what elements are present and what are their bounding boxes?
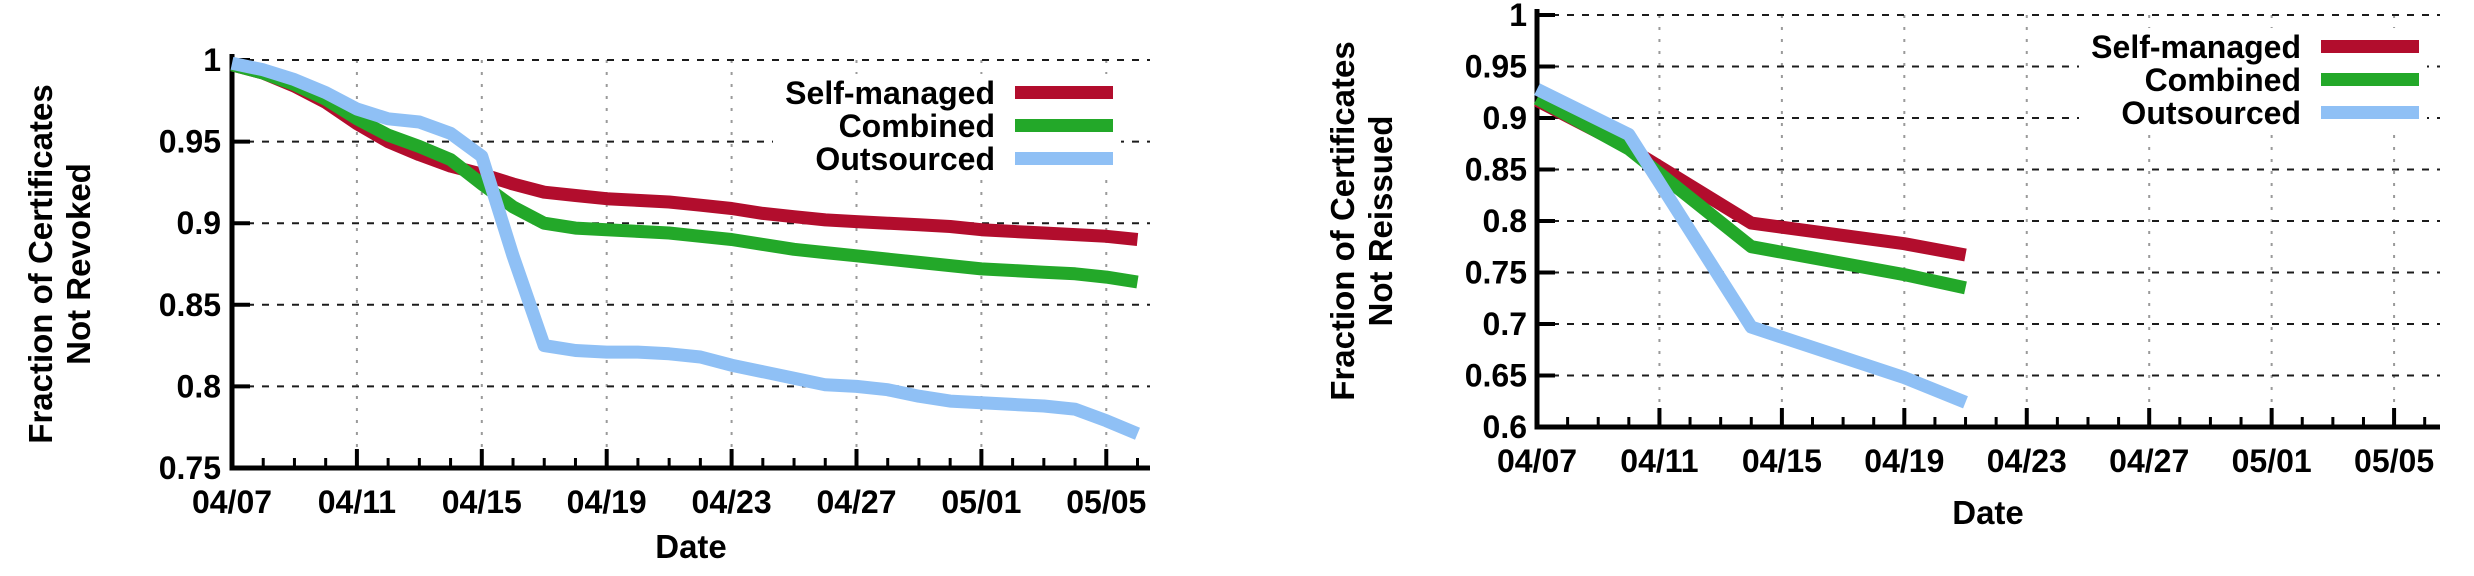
legend-row: Combined xyxy=(785,109,1113,142)
legend-chart-1: Self-managed Combined Outsourced xyxy=(2079,28,2427,131)
y-tick-label: 0.75 xyxy=(1465,255,1527,291)
y-tick-label: 0.9 xyxy=(177,205,221,241)
tick-labels: 0.75 0.8 0.85 0.9 0.95 1 04/07 04/11 04/15 04/19 0… xyxy=(159,42,1147,520)
y-axis-title-line1: Fraction of Certificates xyxy=(1324,41,1361,401)
legend-swatch-outsourced xyxy=(2321,106,2419,119)
y-tick-label: 0.95 xyxy=(1465,49,1527,85)
x-tick-label: 04/19 xyxy=(567,484,647,520)
legend-label-self-managed: Self-managed xyxy=(2091,28,2301,65)
x-tick-label: 04/07 xyxy=(192,484,272,520)
x-tick-label: 04/11 xyxy=(318,484,396,520)
legend-swatch-self-managed xyxy=(1015,86,1113,99)
x-tick-label: 05/01 xyxy=(941,484,1021,520)
y-axis-title: Fraction of Certificates Not Revoked xyxy=(22,84,98,443)
x-axis-ticks xyxy=(1566,408,2427,427)
x-tick-label: 05/05 xyxy=(2354,443,2434,479)
y-tick-label: 0.8 xyxy=(1483,203,1527,239)
x-tick-label: 04/27 xyxy=(816,484,896,520)
y-tick-label: 0.7 xyxy=(1483,306,1527,342)
axes xyxy=(229,54,1150,471)
chart-not-reissued: 0.6 0.65 0.7 0.75 0.8 0.85 0.9 0.95 1 04/07 04/11 0… xyxy=(1237,0,2474,576)
legend-label-combined: Combined xyxy=(2144,61,2301,98)
x-tick-label: 05/05 xyxy=(1066,484,1146,520)
x-tick-label: 05/01 xyxy=(2232,443,2312,479)
y-axis-title-line2: Not Reissued xyxy=(1362,115,1399,327)
series-lines xyxy=(230,56,1141,440)
y-tick-label: 0.85 xyxy=(159,287,221,323)
y-tick-label: 0.85 xyxy=(1465,152,1527,188)
x-tick-label: 04/11 xyxy=(1620,443,1698,479)
legend-swatch-combined xyxy=(1015,119,1113,132)
legend-swatch-outsourced xyxy=(1015,152,1113,165)
y-tick-label: 0.95 xyxy=(159,124,221,160)
x-tick-label: 04/27 xyxy=(2109,443,2189,479)
y-axis-ticks xyxy=(1537,13,1555,429)
chart-not-revoked: 0.75 0.8 0.85 0.9 0.95 1 04/07 04/11 04/15 04/19 0… xyxy=(22,42,1150,565)
x-axis-title: Date xyxy=(655,528,727,565)
legend-label-outsourced: Outsourced xyxy=(2121,94,2301,131)
legend-chart-0: Self-managed Combined Outsourced xyxy=(773,74,1121,177)
x-tick-label: 04/19 xyxy=(1864,443,1944,479)
x-axis-ticks xyxy=(261,449,1140,468)
legend-row: Outsourced xyxy=(785,142,1113,175)
legend-row: Self-managed xyxy=(785,76,1113,109)
line-combined xyxy=(230,58,1139,289)
legend-swatch-combined xyxy=(2321,73,2419,86)
plot-svg-1: 0.6 0.65 0.7 0.75 0.8 0.85 0.9 0.95 1 04/07 04/11 0… xyxy=(1465,0,2440,479)
y-tick-label: 0.65 xyxy=(1465,358,1527,394)
plot-svg-0: 0.75 0.8 0.85 0.9 0.95 1 04/07 04/11 04/15 04/19 0… xyxy=(159,42,1150,520)
line-outsourced xyxy=(1534,83,1968,409)
x-tick-label: 04/07 xyxy=(1497,443,1577,479)
y-tick-label: 0.75 xyxy=(159,450,221,486)
axes xyxy=(1534,9,2440,430)
series-lines xyxy=(1533,83,1968,409)
legend-label-outsourced: Outsourced xyxy=(815,140,995,177)
x-axis-title: Date xyxy=(1952,494,2024,531)
y-tick-label: 0.6 xyxy=(1483,409,1527,445)
legend-row: Self-managed xyxy=(2091,30,2419,63)
y-axis-title: Fraction of Certificates Not Reissued xyxy=(1324,41,1400,400)
tick-labels: 0.6 0.65 0.7 0.75 0.8 0.85 0.9 0.95 1 04/07 04/11 0… xyxy=(1465,0,2434,479)
x-tick-label: 04/15 xyxy=(1742,443,1822,479)
y-tick-label: 1 xyxy=(1509,0,1527,33)
y-tick-label: 0.8 xyxy=(177,368,221,404)
x-tick-label: 04/15 xyxy=(442,484,522,520)
x-tick-label: 04/23 xyxy=(1987,443,2067,479)
x-tick-label: 04/23 xyxy=(692,484,772,520)
legend-label-self-managed: Self-managed xyxy=(785,74,995,111)
y-tick-label: 1 xyxy=(203,42,221,78)
y-axis-title-line2: Not Revoked xyxy=(60,163,97,365)
y-axis-title-line1: Fraction of Certificates xyxy=(22,84,59,444)
y-tick-label: 0.9 xyxy=(1483,100,1527,136)
line-outsourced xyxy=(230,56,1141,440)
legend-row: Combined xyxy=(2091,63,2419,96)
line-combined xyxy=(1533,92,1967,295)
legend-swatch-self-managed xyxy=(2321,40,2419,53)
legend-label-combined: Combined xyxy=(838,107,995,144)
y-axis-ticks xyxy=(232,58,250,470)
legend-row: Outsourced xyxy=(2091,96,2419,129)
